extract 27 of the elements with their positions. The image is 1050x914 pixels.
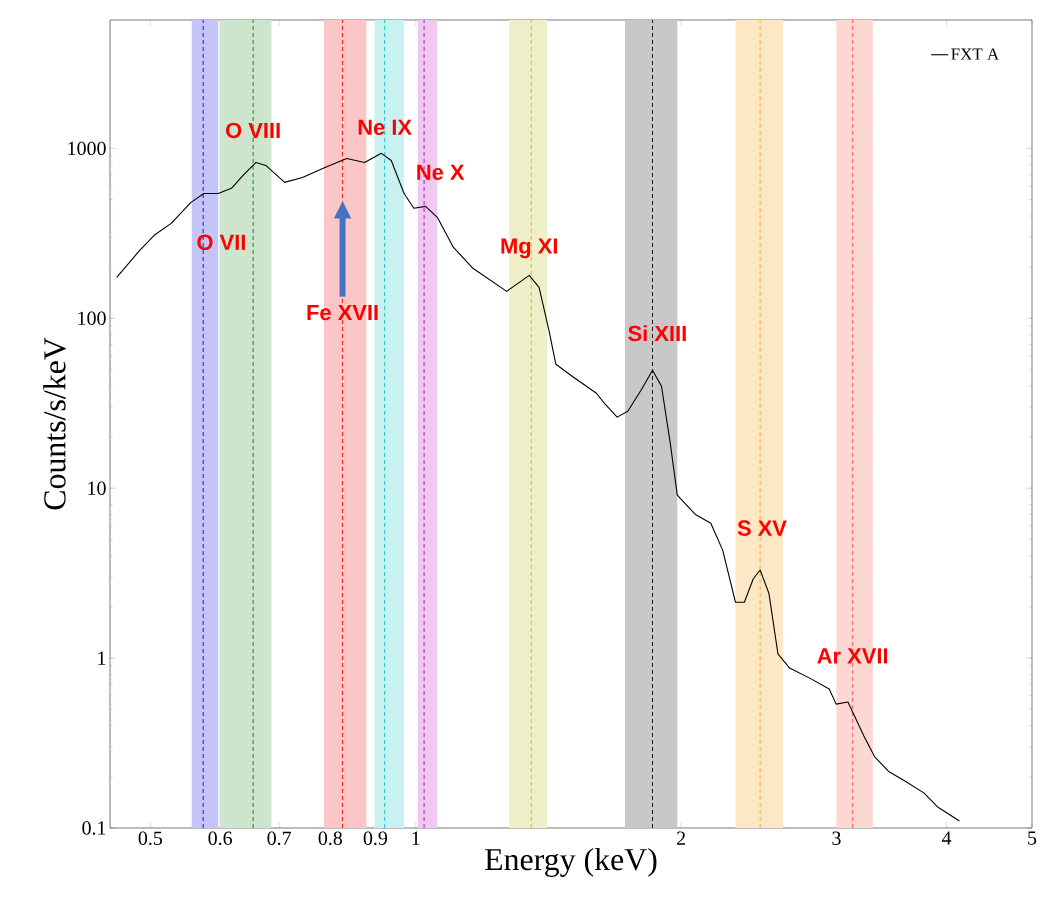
annotation: Fe XVII	[307, 304, 378, 321]
x-tick-label: 4	[941, 831, 952, 845]
x-tick-label: 0.9	[363, 831, 388, 846]
annotation: Ar XVII	[817, 648, 888, 664]
y-axis-title: Counts/s/keV	[43, 337, 66, 510]
annotation: Mg XI	[501, 238, 557, 259]
x-tick-label: 0.6	[208, 831, 233, 846]
x-tick-label: 0.5	[138, 831, 163, 846]
x-tick-label: 3	[832, 831, 841, 845]
annotation: O VII	[197, 234, 245, 251]
x-tick-label: 2	[677, 831, 686, 845]
annotation: S XV	[737, 520, 787, 536]
annotation: O VIII	[226, 122, 280, 139]
legend-label: FXT A	[951, 48, 1000, 60]
annotation: Si XIII	[628, 325, 686, 342]
y-tick-label: 100	[78, 311, 106, 326]
y-tick-label: 1	[98, 651, 106, 665]
x-tick-label: 5	[1028, 831, 1037, 845]
annotation: Ne X	[417, 164, 465, 180]
x-tick-label: 0.7	[267, 831, 292, 846]
x-axis-title: Energy (keV)	[485, 847, 657, 877]
y-tick-label: 1000	[68, 141, 106, 156]
x-tick-label: 1	[412, 831, 420, 845]
y-tick-label: 10	[88, 481, 106, 495]
annotation: Ne IX	[358, 119, 412, 136]
x-tick-label: 0.8	[318, 831, 343, 846]
y-tick-label: 0.1	[82, 821, 106, 835]
